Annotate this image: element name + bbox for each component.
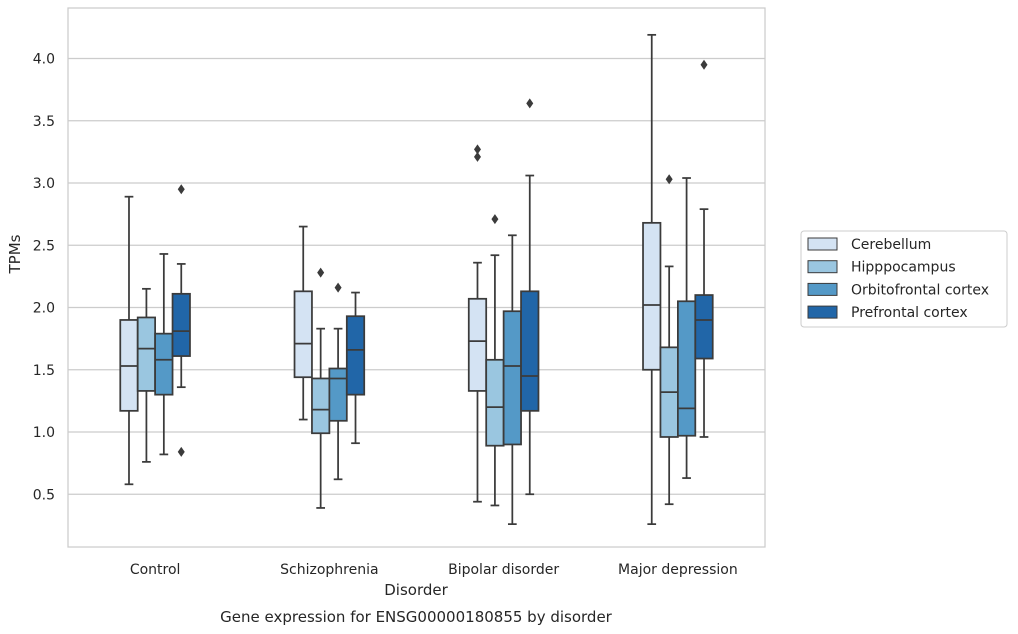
box-iqr bbox=[642, 221, 662, 371]
y-tick-label: 3.0 bbox=[33, 176, 55, 192]
x-axis-label: Disorder bbox=[384, 581, 448, 599]
box-iqr bbox=[694, 294, 714, 360]
legend-swatch bbox=[807, 282, 838, 296]
box-iqr bbox=[136, 316, 156, 392]
legend: Cerebellum Hipppocampus Orbitofrontal cort… bbox=[800, 230, 1008, 328]
legend-label: Hipppocampus bbox=[851, 260, 956, 276]
box-0-1 bbox=[136, 287, 156, 463]
box-1-0 bbox=[293, 225, 313, 421]
y-tick-label: 2.0 bbox=[33, 301, 55, 317]
box-3-0 bbox=[642, 33, 662, 526]
legend-swatch bbox=[807, 237, 838, 251]
outlier-point bbox=[317, 267, 325, 278]
outlier-point bbox=[177, 446, 185, 457]
box-iqr bbox=[485, 358, 505, 447]
box-2-3 bbox=[520, 98, 540, 496]
outlier-point bbox=[491, 214, 499, 225]
y-tick-label: 4.0 bbox=[33, 52, 55, 68]
box-iqr bbox=[328, 367, 348, 422]
legend-label: Orbitofrontal cortex bbox=[851, 282, 989, 298]
y-tick-label: 2.5 bbox=[33, 238, 55, 254]
outlier-point bbox=[665, 174, 673, 185]
x-tick-label: Control bbox=[130, 562, 181, 578]
y-tick-label: 0.5 bbox=[33, 487, 55, 503]
box-1-1 bbox=[311, 267, 331, 509]
plot-frame bbox=[67, 7, 766, 548]
box-3-2 bbox=[677, 177, 697, 479]
box-0-3 bbox=[171, 184, 191, 457]
box-iqr bbox=[293, 290, 313, 379]
legend-frame bbox=[800, 230, 1008, 328]
legend-swatch bbox=[807, 305, 838, 319]
box-iqr bbox=[154, 332, 174, 396]
box-0-0 bbox=[119, 195, 139, 486]
outlier-point bbox=[177, 184, 185, 195]
box-iqr bbox=[520, 290, 540, 412]
x-tick-label: Schizophrenia bbox=[280, 562, 378, 578]
outlier-point bbox=[526, 98, 534, 109]
legend-swatch bbox=[807, 260, 838, 274]
box-1-3 bbox=[345, 291, 366, 445]
box-0-2 bbox=[154, 253, 174, 456]
box-iqr bbox=[345, 315, 366, 396]
box-iqr bbox=[677, 300, 697, 437]
outlier-point bbox=[473, 144, 481, 155]
chart-caption: Gene expression for ENSG00000180855 by d… bbox=[220, 608, 613, 626]
y-tick-label: 1.5 bbox=[33, 363, 55, 379]
x-tick-label: Bipolar disorder bbox=[448, 562, 559, 578]
x-tick-label: Major depression bbox=[618, 562, 738, 578]
box-iqr bbox=[467, 297, 488, 392]
box-iqr bbox=[502, 310, 522, 446]
box-2-0 bbox=[467, 144, 488, 503]
box-iqr bbox=[171, 292, 191, 357]
box-3-1 bbox=[659, 174, 679, 506]
box-3-3 bbox=[694, 59, 714, 438]
box-2-2 bbox=[502, 234, 522, 526]
legend-label: Prefrontal cortex bbox=[851, 305, 968, 321]
x-tick-labels: Control Schizophrenia Bipolar disorder Majo… bbox=[130, 562, 738, 578]
box-2-1 bbox=[485, 214, 505, 507]
box-iqr bbox=[311, 377, 331, 435]
outlier-point bbox=[473, 151, 481, 162]
legend-label: Cerebellum bbox=[851, 237, 931, 253]
y-tick-label: 3.5 bbox=[33, 114, 55, 130]
y-axis-label: TPMs bbox=[6, 234, 24, 274]
y-tick-labels: 0.5 1.0 1.5 2.0 2.5 3.0 3.5 4.0 bbox=[33, 52, 55, 504]
outlier-point bbox=[700, 59, 708, 70]
outlier-point bbox=[334, 282, 342, 293]
box-1-2 bbox=[328, 282, 348, 481]
y-tick-label: 1.0 bbox=[33, 425, 55, 441]
box-groups bbox=[119, 33, 714, 526]
